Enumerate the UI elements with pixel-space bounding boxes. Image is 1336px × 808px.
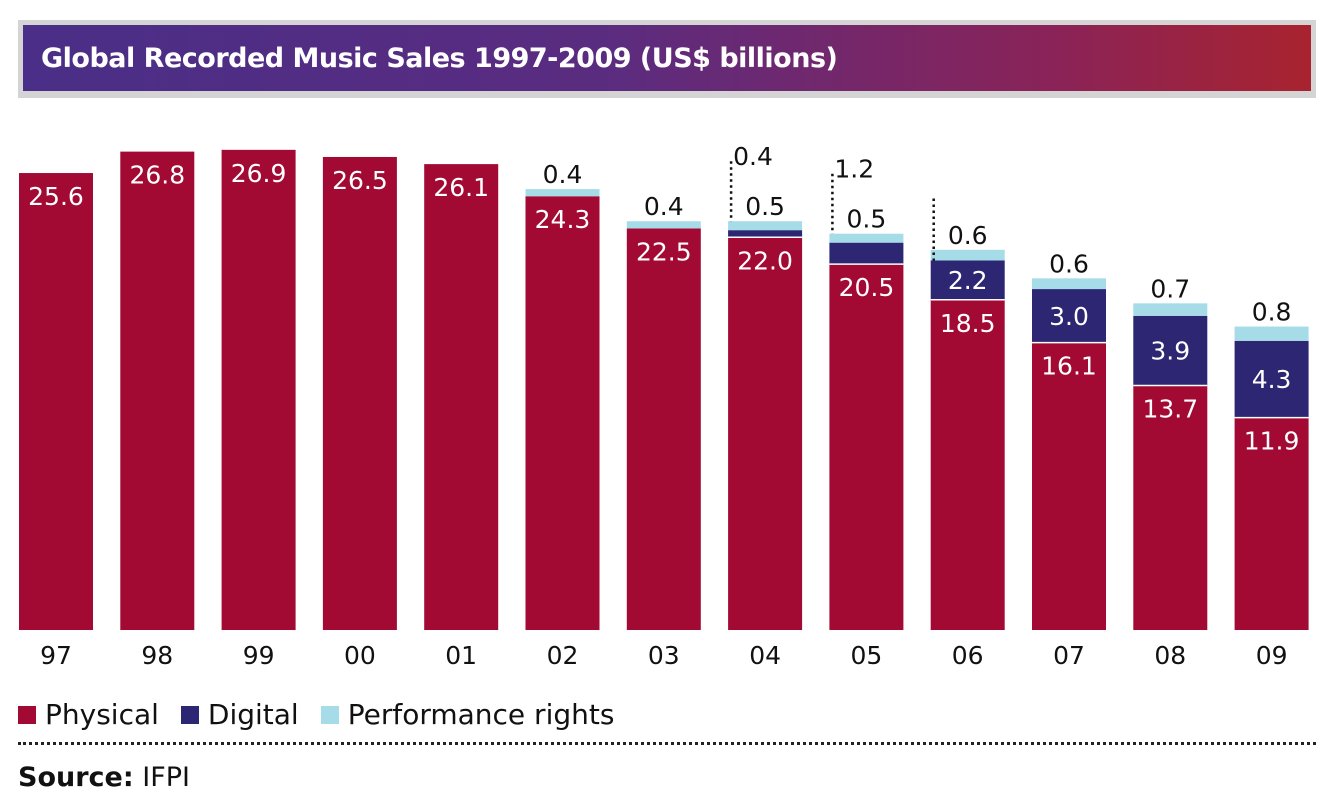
bar-performance-05 <box>829 233 904 243</box>
label-physical-02: 24.3 <box>535 205 591 234</box>
bar-digital-07 <box>1032 289 1106 343</box>
bar-performance-03 <box>626 221 701 229</box>
legend: Physical Digital Performance rights <box>18 698 636 731</box>
bar-physical-06 <box>930 299 1005 630</box>
bar-physical-08 <box>1133 385 1208 630</box>
label-performance-03: 0.4 <box>644 192 684 221</box>
source-value: IFPI <box>142 762 190 793</box>
label-physical-98: 26.8 <box>129 161 185 190</box>
legend-item-performance: Performance rights <box>320 698 615 731</box>
label-physical-00: 26.5 <box>332 166 388 195</box>
bar-performance-04 <box>728 221 803 231</box>
x-tick-04: 04 <box>749 641 781 670</box>
label-digital-09: 4.3 <box>1252 365 1292 394</box>
legend-label-digital: Digital <box>207 698 299 731</box>
label-performance-07: 0.6 <box>1049 249 1089 278</box>
legend-swatch-physical <box>18 705 36 724</box>
label-performance-08: 0.7 <box>1150 274 1190 303</box>
legend-item-digital: Digital <box>180 698 299 731</box>
bar-performance-06 <box>930 249 1005 261</box>
x-tick-98: 98 <box>141 641 173 670</box>
bar-physical-07 <box>1032 342 1106 630</box>
bar-physical-99 <box>221 149 296 630</box>
label-physical-04: 22.0 <box>737 246 793 275</box>
bar-physical-00 <box>322 156 397 630</box>
label-digital-05: 1.2 <box>834 155 874 184</box>
label-physical-07: 16.1 <box>1041 352 1097 381</box>
label-physical-97: 25.6 <box>28 182 84 211</box>
bar-digital-06 <box>930 260 1005 300</box>
legend-label-performance: Performance rights <box>347 698 615 731</box>
bar-physical-03 <box>626 228 701 630</box>
title-frame: Global Recorded Music Sales 1997-2009 (U… <box>18 20 1316 98</box>
label-physical-05: 20.5 <box>839 273 895 302</box>
x-tick-99: 99 <box>243 641 275 670</box>
label-physical-06: 18.5 <box>940 309 996 338</box>
bar-physical-04 <box>728 237 803 631</box>
label-performance-06: 0.6 <box>948 221 988 250</box>
label-physical-09: 11.9 <box>1244 427 1300 456</box>
bar-performance-02 <box>525 189 600 197</box>
dotted-divider <box>18 742 1316 745</box>
label-physical-03: 22.5 <box>636 237 692 266</box>
bar-physical-05 <box>829 264 904 630</box>
label-physical-01: 26.1 <box>433 173 489 202</box>
label-physical-99: 26.9 <box>231 159 287 188</box>
legend-item-physical: Physical <box>18 698 159 731</box>
bar-digital-05 <box>829 242 904 265</box>
legend-label-physical: Physical <box>45 698 159 731</box>
label-digital-04: 0.4 <box>733 142 773 171</box>
label-performance-04: 0.5 <box>745 192 785 221</box>
bar-performance-08 <box>1133 303 1208 316</box>
label-physical-08: 13.7 <box>1142 394 1198 423</box>
label-digital-06: 2.2 <box>948 266 988 295</box>
legend-swatch-performance <box>320 705 339 724</box>
bar-performance-09 <box>1234 326 1309 341</box>
x-tick-06: 06 <box>952 641 984 670</box>
x-tick-07: 07 <box>1053 641 1085 670</box>
legend-swatch-digital <box>180 705 199 724</box>
bar-digital-08 <box>1133 315 1208 386</box>
x-tick-02: 02 <box>547 641 579 670</box>
bar-physical-98 <box>120 151 195 630</box>
label-performance-02: 0.4 <box>543 160 583 189</box>
x-tick-01: 01 <box>445 641 477 670</box>
x-tick-97: 97 <box>40 641 72 670</box>
bar-physical-02 <box>525 196 600 630</box>
source-line: Source: IFPI <box>18 762 190 793</box>
label-performance-05: 0.5 <box>847 205 887 234</box>
chart-title: Global Recorded Music Sales 1997-2009 (U… <box>41 42 838 74</box>
label-performance-09: 0.8 <box>1252 298 1292 327</box>
x-tick-03: 03 <box>648 641 680 670</box>
x-tick-08: 08 <box>1154 641 1186 670</box>
x-tick-05: 05 <box>850 641 882 670</box>
bar-physical-01 <box>424 164 499 630</box>
x-tick-09: 09 <box>1256 641 1288 670</box>
label-digital-08: 3.9 <box>1150 337 1190 366</box>
title-bar: Global Recorded Music Sales 1997-2009 (U… <box>23 25 1311 91</box>
bar-performance-07 <box>1032 278 1106 290</box>
source-label: Source: <box>18 762 134 793</box>
label-digital-07: 3.0 <box>1049 302 1089 331</box>
stacked-bar-chart: 25.6 97 26.8 98 26.9 99 26.5 00 26.1 01 24.3 0.4 02 2… <box>19 142 1309 670</box>
bar-physical-09 <box>1234 417 1309 630</box>
bar-digital-09 <box>1234 340 1309 418</box>
bar-physical-97 <box>19 173 93 630</box>
x-tick-00: 00 <box>344 641 376 670</box>
bar-digital-04 <box>728 230 803 238</box>
